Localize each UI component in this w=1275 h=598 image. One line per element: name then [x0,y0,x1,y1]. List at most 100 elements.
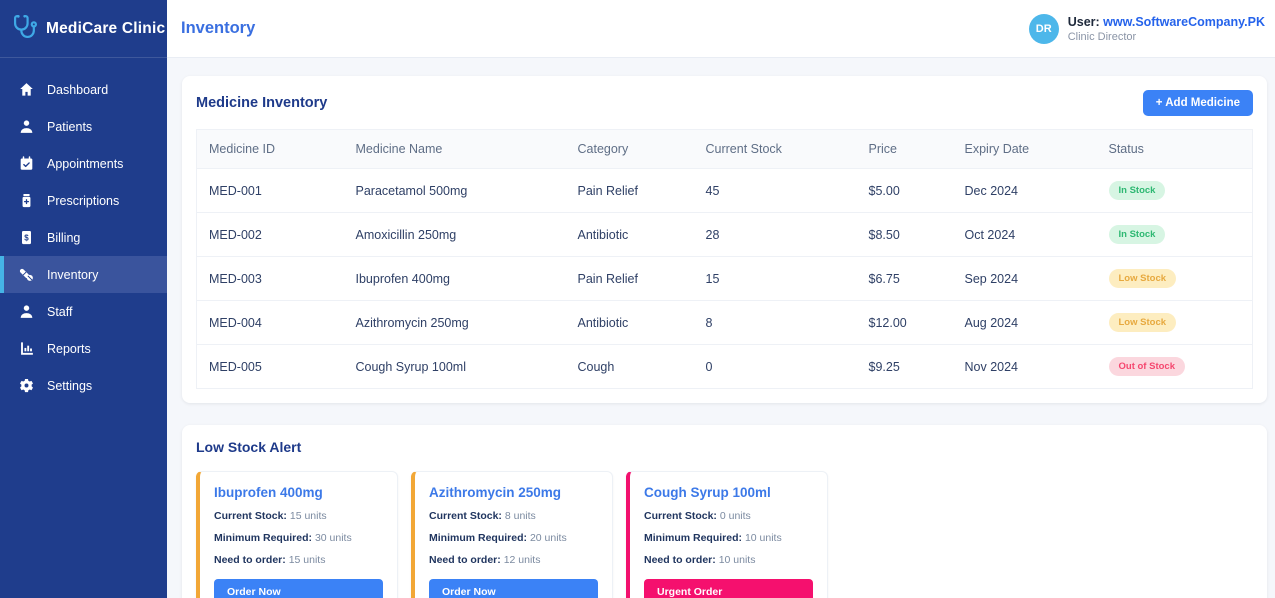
status-badge: Low Stock [1108,313,1177,332]
medicine-bottle-icon [18,193,34,209]
alert-min-value: 20 units [529,532,567,544]
cell-category: Cough [577,359,615,374]
alert-medicine-name: Ibuprofen 400mg [214,485,323,500]
alert-minimum-required: Minimum Required: 10 units [644,532,813,544]
cell-expiry-date: Nov 2024 [964,359,1019,374]
alert-card-ibuprofen: Ibuprofen 400mg Current Stock: 15 units … [196,471,398,598]
calendar-check-icon [18,156,34,172]
cell-medicine-name: Azithromycin 250mg [343,300,566,345]
alert-current-stock: Current Stock: 8 units [429,510,598,522]
alert-current-value: 8 units [504,510,536,522]
cell-expiry-date: Oct 2024 [952,212,1097,257]
alert-medicine-name: Cough Syrup 100ml [644,485,771,500]
stethoscope-icon [13,14,38,44]
cell-category: Antibiotic [565,300,694,345]
cell-medicine-id: MED-004 [196,300,344,345]
alert-minimum-required: Minimum Required: 30 units [214,532,383,544]
status-badge: Out of Stock [1108,357,1185,376]
alert-order-label: Need to order: [644,554,716,566]
cell-current-stock: 15 [693,256,857,301]
sidebar-item-label: Settings [47,378,93,393]
sidebar-item-staff[interactable]: Staff [0,293,167,330]
patient-icon [18,119,34,135]
alert-current-label: Current Stock: [644,510,717,522]
column-header-status: Status [1096,129,1253,169]
sidebar-item-label: Prescriptions [47,193,120,208]
order-now-button[interactable]: Order Now [214,579,383,598]
sidebar-item-reports[interactable]: Reports [0,330,167,367]
brand-name: MediCare Clinic [46,19,166,37]
top-bar: MediCare Clinic Inventory DR User: www.S… [0,0,1275,58]
column-header-medicine-name: Medicine Name [343,129,566,169]
alert-order-value: 12 units [503,554,541,566]
sidebar-item-prescriptions[interactable]: Prescriptions [0,182,167,219]
sidebar-item-appointments[interactable]: Appointments [0,145,167,182]
sidebar-item-label: Inventory [47,267,99,282]
cell-price: $5.00 [856,168,953,213]
sidebar: Dashboard Patients Appointments Prescrip… [0,58,167,598]
user-label: User: www.SoftwareCompany.PK [1068,15,1265,29]
alert-order-label: Need to order: [429,554,501,566]
sidebar-item-inventory[interactable]: Inventory [0,256,167,293]
alert-need-to-order: Need to order: 12 units [429,554,598,566]
column-header-current-stock: Current Stock [693,129,857,169]
urgent-order-button[interactable]: Urgent Order [644,579,813,598]
page-header: Inventory DR User: www.SoftwareCompany.P… [167,0,1275,58]
alert-medicine-name: Azithromycin 250mg [429,485,562,500]
alert-need-to-order: Need to order: 10 units [644,554,813,566]
alert-card-cough-syrup: Cough Syrup 100ml Current Stock: 0 units… [626,471,828,598]
pills-icon [18,267,34,283]
status-badge: Low Stock [1108,269,1177,288]
column-header-category: Category [565,129,694,169]
alert-order-label: Need to order: [214,554,286,566]
alert-current-stock: Current Stock: 0 units [644,510,813,522]
cell-category: Pain Relief [565,256,694,301]
bar-chart-icon [18,341,34,357]
user-company-link[interactable]: www.SoftwareCompany.PK [1103,14,1265,29]
cell-current-stock: 28 [693,212,857,257]
user-info: User: www.SoftwareCompany.PK Clinic Dire… [1068,15,1265,43]
sidebar-item-label: Appointments [47,156,124,171]
table-header-row: Medicine ID Medicine Name Category Curre… [196,129,1253,169]
alert-need-to-order: Need to order: 15 units [214,554,383,566]
user-label-text: User: [1067,14,1104,29]
cell-medicine-name: Amoxicillin 250mg [343,212,566,257]
user-block: DR User: www.SoftwareCompany.PK Clinic D… [1028,13,1265,44]
alert-order-value: 15 units [288,554,326,566]
cell-current-stock: 8 [693,300,857,345]
sidebar-item-label: Patients [47,119,93,134]
sidebar-item-dashboard[interactable]: Dashboard [0,71,167,108]
sidebar-item-label: Billing [47,230,81,245]
cell-medicine-id: MED-002 [196,212,344,257]
order-now-button[interactable]: Order Now [429,579,598,598]
cell-expiry-date: Aug 2024 [952,300,1097,345]
sidebar-item-billing[interactable]: $ Billing [0,219,167,256]
alert-min-value: 10 units [744,532,782,544]
cell-price: $8.50 [856,212,953,257]
main-content: Medicine Inventory + Add Medicine Medici… [167,58,1275,598]
alert-min-label: Minimum Required: [429,532,528,544]
home-icon [18,82,34,98]
page-title: Inventory [181,19,256,37]
sidebar-item-patients[interactable]: Patients [0,108,167,145]
add-medicine-button[interactable]: + Add Medicine [1142,90,1253,116]
cell-category: Pain Relief [565,168,694,213]
user-role: Clinic Director [1067,30,1137,43]
billing-receipt-icon: $ [18,230,34,246]
alert-card-azithromycin: Azithromycin 250mg Current Stock: 8 unit… [411,471,613,598]
cell-medicine-name: Ibuprofen 400mg [343,256,566,301]
alert-minimum-required: Minimum Required: 20 units [429,532,598,544]
sidebar-item-label: Staff [47,304,73,319]
table-row: MED-004 Azithromycin 250mg Antibiotic 8 … [196,300,1253,345]
cell-current-stock: 45 [693,168,857,213]
cell-medicine-name: Paracetamol 500mg [343,168,566,213]
sidebar-item-settings[interactable]: Settings [0,367,167,404]
cell-medicine-id: MED-005 [209,359,262,374]
alert-current-label: Current Stock: [214,510,287,522]
alert-order-value: 10 units [718,554,756,566]
avatar: DR [1028,13,1059,44]
cell-price: $9.25 [868,359,900,374]
medicine-inventory-title: Medicine Inventory [196,95,328,111]
alert-current-stock: Current Stock: 15 units [214,510,383,522]
medicine-inventory-card: Medicine Inventory + Add Medicine Medici… [182,76,1267,403]
